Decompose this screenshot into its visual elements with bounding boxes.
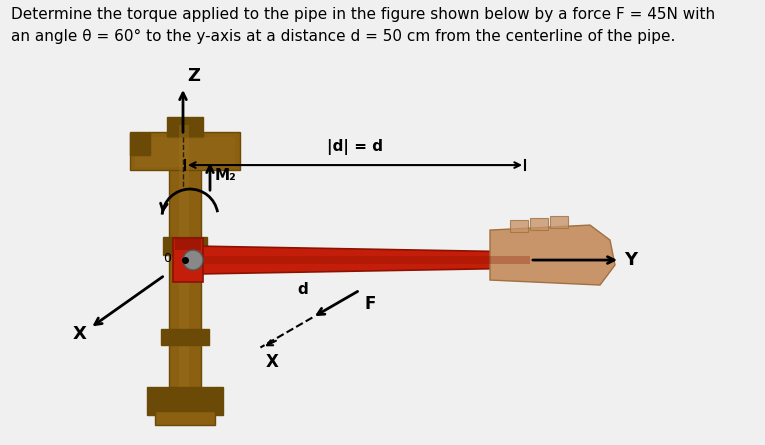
Bar (169, 125, 201, 415)
Text: Determine the torque applied to the pipe in the figure shown below by a force F : Determine the torque applied to the pipe… (11, 7, 715, 22)
Polygon shape (195, 246, 530, 274)
Bar (161, 329, 209, 345)
Bar (530, 218, 548, 230)
Bar (510, 220, 528, 232)
Text: an angle θ = 60° to the y-axis at a distance d = 50 cm from the centerline of th: an angle θ = 60° to the y-axis at a dist… (11, 29, 675, 44)
Polygon shape (173, 238, 203, 282)
Bar (175, 238, 201, 250)
Text: M₂: M₂ (215, 168, 236, 182)
Text: X: X (265, 352, 278, 371)
Bar (130, 133, 150, 155)
Text: 0: 0 (163, 251, 171, 264)
Bar (130, 132, 240, 170)
Bar (155, 411, 215, 425)
Circle shape (183, 250, 203, 270)
Text: d: d (297, 282, 308, 297)
Bar (163, 237, 207, 255)
Bar (550, 216, 568, 228)
Bar (179, 125, 189, 415)
Bar (195, 256, 530, 264)
Text: Y: Y (624, 251, 637, 269)
Bar (147, 387, 223, 415)
Text: Z: Z (187, 67, 200, 85)
Text: X: X (73, 325, 87, 343)
Bar (167, 117, 203, 137)
Text: |d| = d: |d| = d (327, 139, 383, 155)
Text: F: F (365, 295, 376, 313)
Bar (135, 137, 235, 167)
Polygon shape (490, 225, 615, 285)
